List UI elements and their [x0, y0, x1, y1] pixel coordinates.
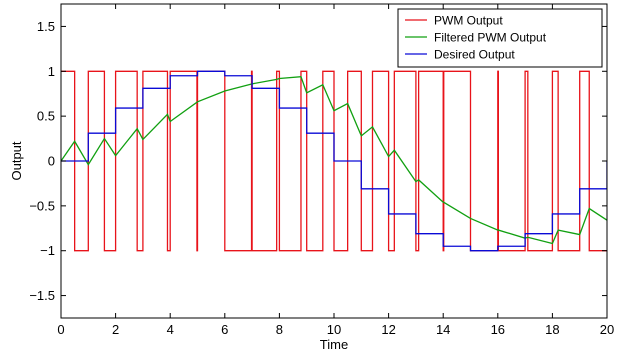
- y-tick-label: −1.5: [29, 288, 55, 303]
- y-axis-label: Output: [9, 141, 24, 180]
- x-tick-label: 0: [57, 322, 64, 337]
- y-tick-label: 0: [48, 154, 55, 169]
- y-tick-label: −1: [40, 243, 55, 258]
- series-line-desired-output: [61, 70, 607, 252]
- x-tick-label: 20: [600, 322, 614, 337]
- legend-label: Filtered PWM Output: [434, 31, 547, 45]
- legend-box: [397, 8, 603, 68]
- y-tick-label: 1.5: [37, 19, 55, 34]
- series-layer: [61, 70, 607, 252]
- legend-label: PWM Output: [434, 14, 503, 28]
- x-tick-label: 4: [167, 322, 174, 337]
- legend-label: Desired Output: [434, 48, 515, 62]
- x-tick-label: 10: [327, 322, 341, 337]
- y-tick-label: 0.5: [37, 109, 55, 124]
- x-axis-label: Time: [320, 337, 348, 352]
- x-tick-label: 14: [436, 322, 450, 337]
- x-tick-label: 18: [545, 322, 559, 337]
- x-tick-label: 6: [221, 322, 228, 337]
- y-tick-label: −0.5: [29, 198, 55, 213]
- legend: PWM Output Filtered PWM Output Desired Out…: [397, 8, 603, 68]
- x-tick-label: 16: [491, 322, 505, 337]
- tick-layer: 0 2 4 6 8 10 12 14 16 18 20 −1.5 −1 −0.5 0 0.5 1 1.5: [29, 4, 614, 337]
- y-tick-label: 1: [48, 64, 55, 79]
- x-tick-label: 12: [381, 322, 395, 337]
- x-tick-label: 8: [276, 322, 283, 337]
- x-tick-label: 2: [112, 322, 119, 337]
